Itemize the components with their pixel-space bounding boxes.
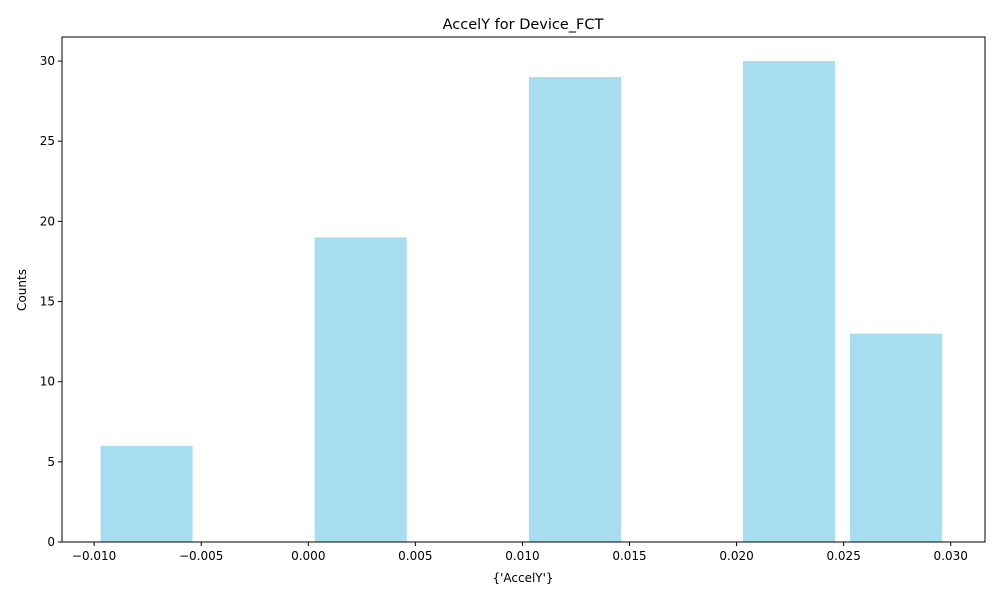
x-tick-label: 0.015 [612, 549, 646, 563]
histogram-bar-5 [850, 333, 943, 542]
histogram-bar-1 [100, 445, 193, 542]
y-axis-ticks: 0 5 10 15 20 25 30 [40, 54, 62, 549]
x-axis-ticks: −0.010 −0.005 0.000 0.005 0.010 0.015 0.020 0.0… [72, 542, 968, 563]
histogram-bar-2 [314, 237, 407, 542]
y-tick-label: 30 [40, 54, 55, 68]
y-axis-label: Counts [15, 269, 29, 311]
histogram-bar-3 [528, 77, 621, 542]
x-tick-label: 0.005 [398, 549, 432, 563]
x-tick-label: 0.025 [826, 549, 860, 563]
y-tick-label: 15 [40, 295, 55, 309]
x-tick-label: −0.010 [72, 549, 116, 563]
x-axis-label: {'AccelY'} [492, 571, 553, 585]
bars-group [100, 61, 943, 543]
x-tick-label: 0.020 [719, 549, 753, 563]
histogram-bar-4 [743, 61, 836, 543]
plot-frame [61, 36, 986, 543]
x-tick-label: 0.030 [934, 549, 968, 563]
x-tick-label: −0.005 [179, 549, 223, 563]
y-tick-label: 25 [40, 134, 55, 148]
y-tick-label: 10 [40, 375, 55, 389]
x-tick-label: 0.000 [291, 549, 325, 563]
chart-title: AccelY for Device_FCT [443, 17, 604, 33]
y-tick-label: 5 [47, 455, 55, 469]
y-tick-label: 20 [40, 214, 55, 228]
y-tick-label: 0 [47, 535, 55, 549]
x-tick-label: 0.010 [505, 549, 539, 563]
